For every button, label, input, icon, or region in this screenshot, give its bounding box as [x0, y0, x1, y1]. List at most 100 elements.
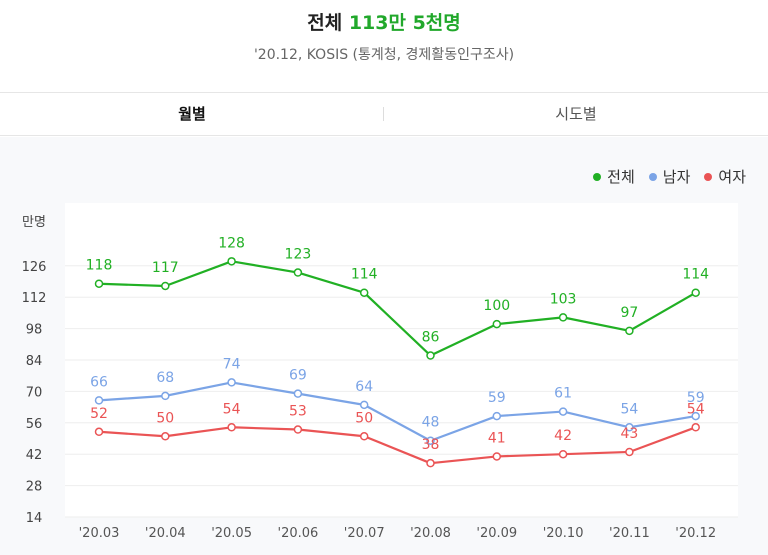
data-point-male-9 — [691, 411, 700, 421]
page-title: 전체 113만 5천명 — [0, 8, 768, 35]
data-label-total-4: 114 — [351, 267, 378, 283]
data-point-male-2 — [227, 378, 236, 387]
tab-divider — [383, 107, 384, 121]
y-tick-label-3: 56 — [26, 417, 43, 432]
tab-monthly[interactable]: 월별 — [178, 105, 206, 123]
x-tick-label-6: '20.09 — [476, 526, 517, 541]
data-point-total-3 — [293, 268, 303, 277]
data-point-total-8 — [625, 326, 634, 336]
data-label-total-7: 103 — [550, 291, 577, 307]
tab-by-region[interactable]: 시도별 — [555, 105, 597, 123]
legend-item-male[interactable]: 남자 — [648, 166, 691, 187]
data-label-male-5: 48 — [422, 415, 440, 431]
legend-item-female[interactable]: 여자 — [704, 166, 746, 187]
data-point-male-8 — [625, 423, 634, 432]
data-label-male-8: 54 — [620, 401, 638, 417]
data-label-total-3: 123 — [285, 247, 312, 263]
data-point-female-9 — [691, 423, 700, 432]
data-point-female-2 — [227, 423, 236, 432]
data-point-female-0 — [94, 427, 104, 437]
x-tick-label-8: '20.11 — [609, 526, 650, 541]
data-point-female-6 — [492, 452, 502, 461]
x-tick-label-4: '20.07 — [344, 526, 385, 541]
data-label-male-3: 69 — [289, 368, 307, 384]
y-tick-label-2: 42 — [26, 448, 43, 463]
data-point-male-3 — [293, 389, 303, 398]
data-point-female-7 — [558, 449, 568, 459]
data-point-total-5 — [426, 351, 435, 360]
data-label-total-8: 97 — [620, 305, 638, 321]
legend-label-female: 여자 — [718, 168, 746, 186]
data-point-female-4 — [359, 432, 369, 441]
series-line-male — [98, 381, 696, 442]
header: 전체 113만 5천명 '20.12, KOSIS (통계청, 경제활동인구조사… — [0, 0, 768, 92]
data-point-male-6 — [492, 411, 502, 421]
data-point-male-7 — [558, 407, 568, 416]
data-label-female-2: 54 — [223, 401, 241, 417]
title-prefix: 전체 — [307, 12, 343, 34]
series-line-total — [98, 260, 697, 357]
x-tick-label-0: '20.03 — [79, 526, 120, 541]
y-tick-label-5: 84 — [26, 354, 43, 369]
data-point-male-1 — [161, 391, 170, 401]
data-point-total-1 — [161, 281, 170, 291]
data-label-male-1: 68 — [156, 370, 174, 386]
data-label-female-1: 50 — [156, 410, 174, 426]
chart-legend: 전체 남자 여자 — [593, 166, 746, 187]
data-point-male-0 — [94, 396, 104, 405]
legend-label-male: 남자 — [662, 168, 691, 186]
x-tick-label-3: '20.06 — [278, 526, 319, 541]
data-label-total-2: 128 — [218, 235, 245, 251]
data-label-male-7: 61 — [554, 386, 572, 402]
data-point-total-7 — [558, 313, 568, 322]
data-point-male-4 — [359, 400, 369, 410]
y-tick-label-8: 126 — [22, 260, 47, 275]
x-tick-label-2: '20.05 — [211, 526, 252, 541]
y-tick-label-4: 70 — [26, 385, 43, 400]
data-label-female-0: 52 — [90, 406, 108, 422]
data-label-total-5: 86 — [422, 330, 440, 346]
data-point-female-1 — [161, 432, 170, 441]
data-label-female-9: 54 — [687, 401, 705, 417]
data-label-male-6: 59 — [488, 390, 506, 406]
x-tick-label-1: '20.04 — [145, 526, 186, 541]
legend-dot-total — [593, 172, 602, 181]
data-label-female-4: 50 — [355, 410, 373, 426]
data-label-female-8: 43 — [620, 426, 638, 442]
data-label-male-4: 64 — [355, 379, 373, 395]
y-tick-label-1: 28 — [26, 480, 43, 495]
legend-dot-male — [648, 172, 657, 181]
page-subtitle: '20.12, KOSIS (통계청, 경제활동인구조사) — [253, 47, 515, 63]
data-label-total-9: 114 — [682, 267, 709, 283]
data-label-female-5: 38 — [422, 437, 440, 453]
data-point-female-8 — [625, 447, 634, 457]
legend-dot-female — [704, 172, 713, 181]
x-tick-label-9: '20.12 — [675, 526, 716, 541]
data-point-total-6 — [492, 319, 502, 329]
x-tick-label-7: '20.10 — [543, 526, 584, 541]
tab-bar: 월별 시도별 — [0, 92, 768, 136]
data-point-female-5 — [426, 458, 435, 468]
data-label-total-1: 117 — [152, 260, 179, 276]
data-label-total-0: 118 — [86, 258, 113, 274]
legend-item-total[interactable]: 전체 — [593, 166, 635, 187]
data-point-total-0 — [94, 279, 104, 288]
data-point-male-5 — [426, 436, 435, 445]
title-value: 113만 5천명 — [348, 12, 461, 34]
series-line-female — [98, 426, 697, 465]
y-axis-label: 만명 — [22, 215, 46, 230]
y-tick-label-7: 112 — [22, 291, 47, 306]
data-point-total-9 — [691, 288, 700, 297]
data-label-male-2: 74 — [223, 356, 241, 372]
legend-label-total: 전체 — [607, 168, 635, 186]
data-point-total-4 — [359, 288, 369, 297]
data-label-total-6: 100 — [483, 298, 510, 314]
data-label-male-0: 66 — [90, 374, 108, 390]
y-tick-label-0: 14 — [26, 511, 43, 526]
x-tick-label-5: '20.08 — [410, 526, 451, 541]
data-label-male-9: 59 — [687, 390, 705, 406]
data-label-female-3: 53 — [289, 404, 307, 420]
data-label-female-7: 42 — [554, 428, 572, 444]
data-point-female-3 — [293, 425, 303, 434]
